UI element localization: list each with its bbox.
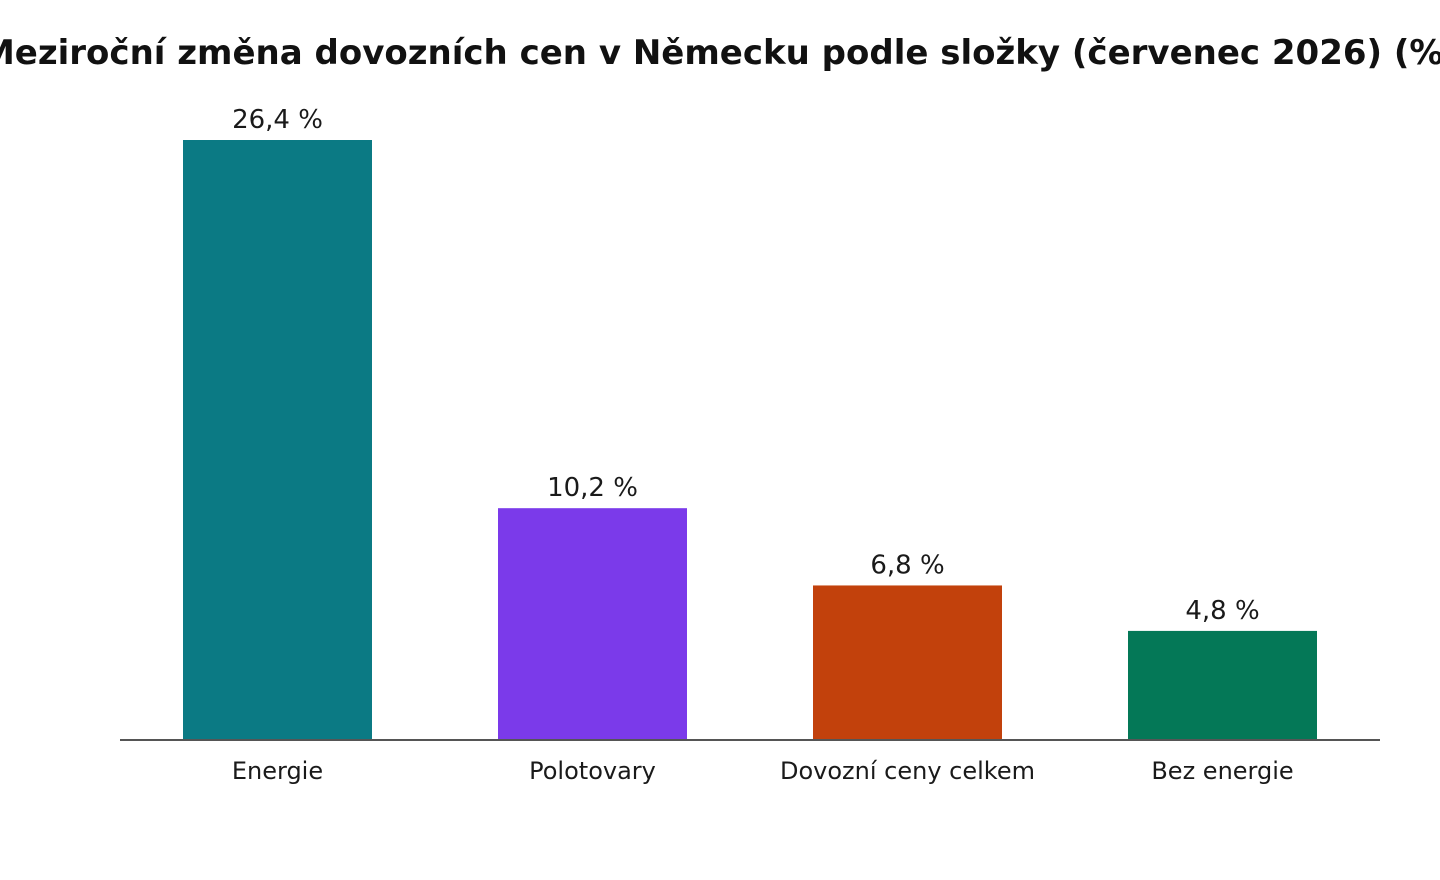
x-tick-label-2: Polotovary xyxy=(529,757,656,785)
value-label-1: 26,4 % xyxy=(232,105,323,135)
bars-group xyxy=(183,140,1317,740)
x-tick-labels-group: Energie Polotovary Dovozní ceny celkem Bez … xyxy=(232,757,1294,785)
bar-1 xyxy=(183,140,372,740)
value-labels-group: 26,4 % 10,2 % 6,8 % 4,8 % xyxy=(232,105,1260,626)
x-tick-label-1: Energie xyxy=(232,757,323,785)
value-label-2: 10,2 % xyxy=(547,473,638,503)
bar-3 xyxy=(813,585,1002,740)
bar-2 xyxy=(498,508,687,740)
x-tick-label-4: Bez energie xyxy=(1151,757,1293,785)
chart-title: Meziroční změna dovozních cen v Německu … xyxy=(0,33,1440,73)
value-label-4: 4,8 % xyxy=(1185,596,1259,626)
value-label-3: 6,8 % xyxy=(870,550,944,580)
x-tick-label-3: Dovozní ceny celkem xyxy=(780,757,1035,785)
bar-4 xyxy=(1128,630,1317,740)
